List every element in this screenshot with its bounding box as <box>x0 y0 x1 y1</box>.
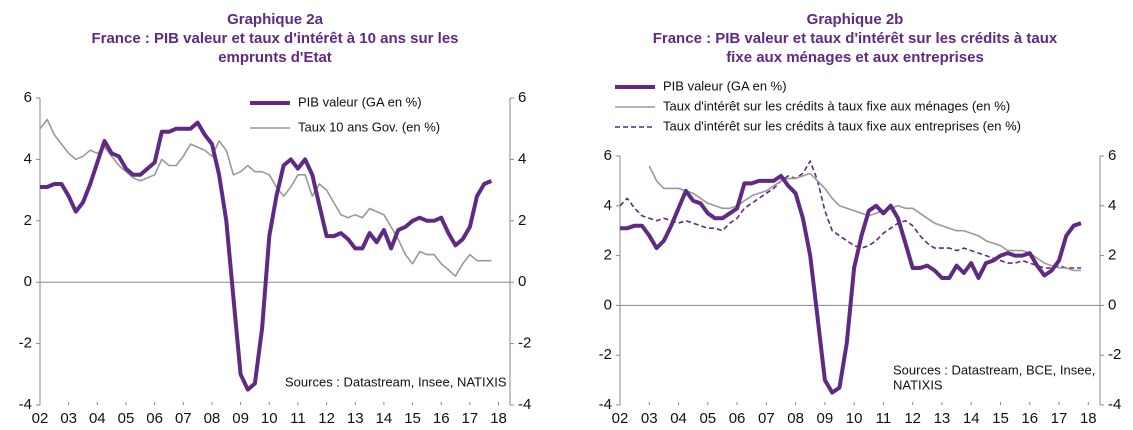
x-tick-label: 07 <box>175 410 192 427</box>
series-line <box>620 173 1082 395</box>
chart-title: Graphique 2b <box>806 11 904 28</box>
y2-tick-label: 2 <box>518 212 526 229</box>
x-tick-label: 11 <box>876 410 892 427</box>
x-tick-label: 16 <box>1021 410 1038 427</box>
x-tick-label: 14 <box>376 410 393 427</box>
x-tick-label: 10 <box>846 410 863 427</box>
y-tick-label: 0 <box>24 273 32 290</box>
legend-label: Taux d'intérêt sur les crédits à taux fi… <box>663 118 1021 133</box>
y2-tick-label: 0 <box>1108 296 1116 313</box>
x-tick-label: 15 <box>404 410 421 427</box>
series-line <box>648 165 1081 272</box>
y-tick-label: -2 <box>19 335 32 352</box>
x-tick-label: 10 <box>261 410 278 427</box>
y-tick-label: 2 <box>604 247 612 264</box>
x-tick-label: 12 <box>318 410 335 427</box>
y2-tick-label: -2 <box>1108 346 1121 363</box>
series-line <box>619 160 1081 269</box>
y2-tick-label: 6 <box>1108 147 1116 164</box>
x-tick-label: 05 <box>118 410 135 427</box>
x-tick-label: 14 <box>963 410 980 427</box>
x-tick-label: 06 <box>729 410 746 427</box>
x-tick-label: 04 <box>89 410 106 427</box>
chart-subtitle: France : PIB valeur et taux d'intérêt su… <box>652 30 1058 66</box>
y-tick-label: -4 <box>19 396 32 413</box>
legend-label: PIB valeur (GA en %) <box>663 78 787 93</box>
y2-tick-label: 0 <box>518 273 526 290</box>
x-tick-label: 03 <box>641 410 658 427</box>
y2-tick-label: 4 <box>518 150 526 167</box>
y2-tick-label: 2 <box>1108 247 1116 264</box>
y-tick-label: -4 <box>599 396 612 413</box>
chart-subtitle: France : PIB valeur et taux d'intérêt à … <box>91 30 459 66</box>
y2-tick-label: -2 <box>518 335 531 352</box>
y-tick-label: -2 <box>599 346 612 363</box>
x-tick-label: 11 <box>290 410 306 427</box>
x-tick-label: 18 <box>1080 410 1097 427</box>
x-tick-label: 02 <box>32 410 49 427</box>
series-line <box>40 120 493 392</box>
annotation: Sources : Datastream, BCE, Insee, <box>893 362 1095 377</box>
chart-title: Graphique 2a <box>227 11 323 28</box>
annotation: Sources : Datastream, Insee, NATIXIS <box>285 374 507 389</box>
y-tick-label: 0 <box>604 296 612 313</box>
x-tick-label: 04 <box>670 410 687 427</box>
chart-title-block: Graphique 2b France : PIB valeur et taux… <box>610 10 1100 67</box>
x-tick-label: 17 <box>1051 410 1068 427</box>
x-tick-label: 07 <box>758 410 775 427</box>
legend-label: PIB valeur (GA en %) <box>298 94 422 109</box>
y-tick-label: 4 <box>604 197 612 214</box>
x-tick-label: 13 <box>934 410 951 427</box>
series-line <box>39 118 492 277</box>
x-tick-label: 15 <box>992 410 1009 427</box>
annotation: NATIXIS <box>893 377 943 392</box>
x-tick-label: 05 <box>699 410 716 427</box>
y2-tick-label: 6 <box>518 89 526 106</box>
y-tick-label: 4 <box>24 150 32 167</box>
y-tick-label: 2 <box>24 212 32 229</box>
y-tick-label: 6 <box>24 89 32 106</box>
x-tick-label: 03 <box>60 410 77 427</box>
chart-title-block: Graphique 2a France : PIB valeur et taux… <box>40 10 510 67</box>
y-tick-label: 6 <box>604 147 612 164</box>
x-tick-label: 08 <box>787 410 804 427</box>
x-tick-label: 18 <box>490 410 507 427</box>
x-tick-label: 06 <box>146 410 163 427</box>
x-tick-label: 09 <box>232 410 249 427</box>
x-tick-label: 12 <box>904 410 921 427</box>
legend-label: Taux 10 ans Gov. (en %) <box>298 119 440 134</box>
legend-label: Taux d'intérêt sur les crédits à taux fi… <box>663 98 1010 113</box>
x-tick-label: 16 <box>433 410 450 427</box>
y2-tick-label: 4 <box>1108 197 1116 214</box>
y2-tick-label: -4 <box>518 396 531 413</box>
x-tick-label: 17 <box>462 410 479 427</box>
y2-tick-label: -4 <box>1108 396 1121 413</box>
x-tick-label: 02 <box>612 410 629 427</box>
x-tick-label: 08 <box>204 410 221 427</box>
x-tick-label: 13 <box>347 410 364 427</box>
x-tick-label: 09 <box>817 410 834 427</box>
